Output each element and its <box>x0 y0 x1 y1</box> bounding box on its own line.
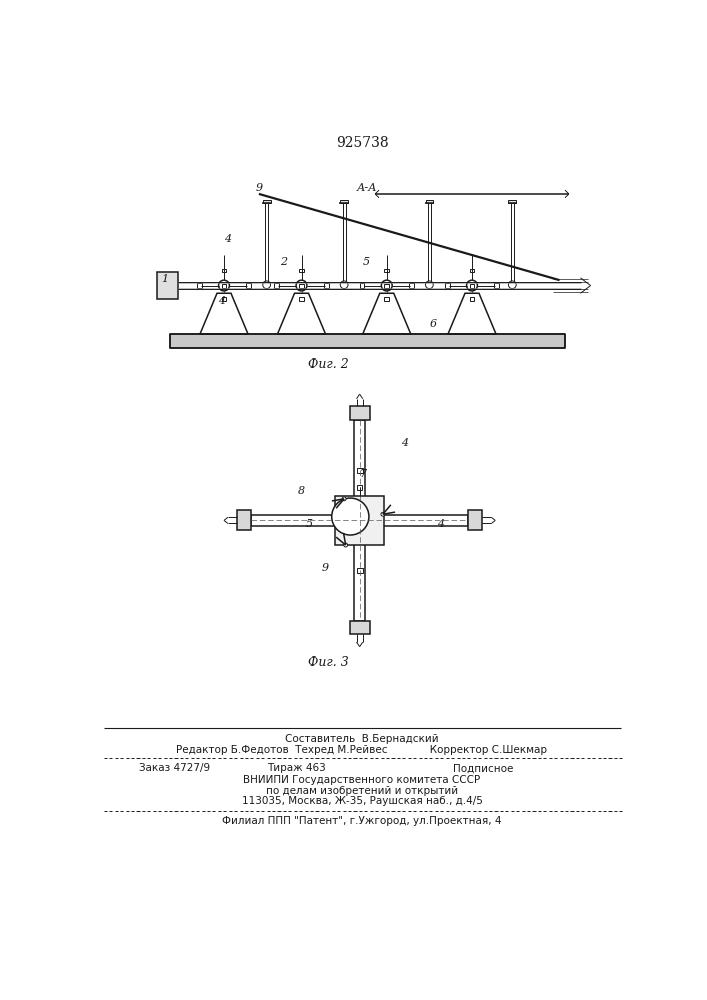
Bar <box>156 272 178 299</box>
Text: Тираж 463: Тираж 463 <box>267 763 325 773</box>
Circle shape <box>381 280 392 291</box>
Bar <box>299 284 304 288</box>
Circle shape <box>296 280 307 291</box>
Circle shape <box>263 281 271 289</box>
Text: 5: 5 <box>305 519 312 529</box>
Bar <box>237 510 251 530</box>
Circle shape <box>467 280 477 291</box>
Bar <box>197 283 201 288</box>
Text: Фиг. 2: Фиг. 2 <box>308 358 349 371</box>
Text: 4: 4 <box>218 296 226 306</box>
Bar <box>426 200 433 203</box>
Text: Редактор Б.Федотов  Техред М.Рейвес             Корректор С.Шекмар: Редактор Б.Федотов Техред М.Рейвес Корре… <box>177 745 547 755</box>
Text: Заказ 4727/9: Заказ 4727/9 <box>139 763 210 773</box>
Text: Составитель  В.Бернадский: Составитель В.Бернадский <box>285 734 439 744</box>
Text: Фиг. 3: Фиг. 3 <box>308 656 349 669</box>
Bar <box>324 283 329 288</box>
Text: 113035, Москва, Ж-35, Раушская наб., д.4/5: 113035, Москва, Ж-35, Раушская наб., д.4… <box>242 796 482 806</box>
Bar <box>360 283 364 288</box>
Text: 9: 9 <box>321 563 328 573</box>
Circle shape <box>344 543 348 547</box>
Bar <box>357 485 362 490</box>
Text: 4: 4 <box>438 519 445 529</box>
Bar <box>349 620 370 634</box>
Bar <box>251 515 468 526</box>
Bar <box>494 283 499 288</box>
Bar <box>356 568 363 573</box>
Text: 7: 7 <box>360 469 367 479</box>
Circle shape <box>342 497 346 501</box>
Bar <box>247 283 251 288</box>
Bar <box>385 269 389 272</box>
Circle shape <box>426 281 433 289</box>
Bar <box>508 200 516 203</box>
Bar <box>222 284 226 288</box>
Bar <box>335 496 385 545</box>
Bar <box>263 200 271 203</box>
Bar <box>409 283 414 288</box>
Circle shape <box>332 498 369 535</box>
Text: ВНИИПИ Государственного комитета СССР: ВНИИПИ Государственного комитета СССР <box>243 775 481 785</box>
Bar <box>340 200 348 203</box>
Text: 5: 5 <box>362 257 369 267</box>
Text: 8: 8 <box>298 486 305 496</box>
Bar <box>299 297 304 301</box>
Text: Подписное: Подписное <box>452 763 513 773</box>
Circle shape <box>508 281 516 289</box>
Bar <box>299 269 304 272</box>
Circle shape <box>218 280 230 291</box>
Text: А-А: А-А <box>357 183 378 193</box>
Bar <box>469 297 474 301</box>
Bar <box>354 420 365 620</box>
Text: 925738: 925738 <box>336 136 388 150</box>
Text: 4: 4 <box>401 438 408 448</box>
Text: 6: 6 <box>430 319 437 329</box>
Text: 9: 9 <box>255 183 262 193</box>
Bar <box>445 283 450 288</box>
Bar <box>274 283 279 288</box>
Text: по делам изобретений и открытий: по делам изобретений и открытий <box>266 786 458 796</box>
Bar <box>222 269 226 272</box>
Bar <box>170 334 565 348</box>
Bar <box>385 297 389 301</box>
Circle shape <box>340 281 348 289</box>
Bar <box>222 297 226 301</box>
Bar <box>349 406 370 420</box>
Text: 1: 1 <box>160 274 168 284</box>
Bar <box>469 269 474 272</box>
Circle shape <box>381 512 385 516</box>
Text: 2: 2 <box>280 257 287 267</box>
Bar <box>385 284 389 288</box>
Text: 4: 4 <box>224 234 231 244</box>
Bar <box>469 284 474 288</box>
Bar <box>356 468 363 473</box>
Text: Филиал ППП "Патент", г.Ужгород, ул.Проектная, 4: Филиал ППП "Патент", г.Ужгород, ул.Проек… <box>222 816 502 826</box>
Bar <box>468 510 482 530</box>
